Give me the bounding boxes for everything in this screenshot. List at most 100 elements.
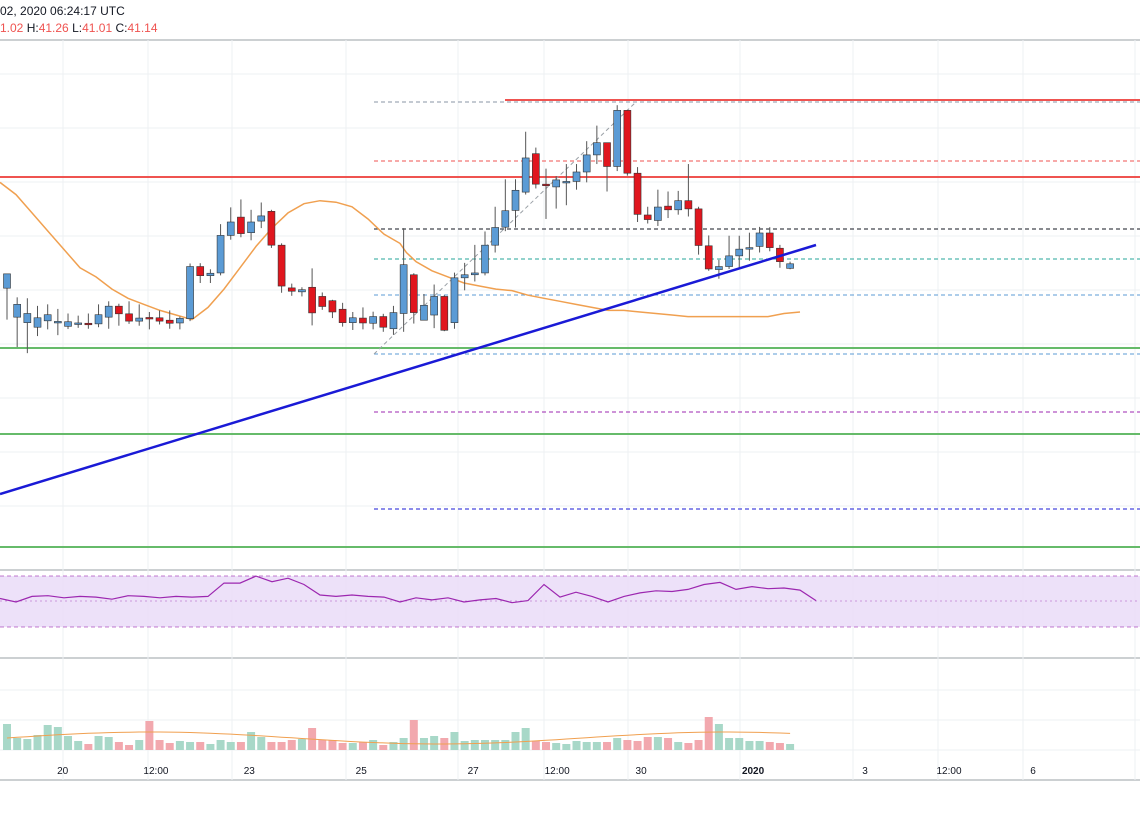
candle-body <box>735 248 744 257</box>
candle-body <box>247 221 255 233</box>
candle <box>755 226 764 253</box>
candle-body <box>745 247 754 250</box>
volume-bar <box>786 744 795 750</box>
volume-bar <box>735 738 744 750</box>
volume-bar <box>287 740 296 750</box>
candle-body <box>552 179 560 188</box>
candle <box>409 273 418 324</box>
volume-bar <box>552 743 561 750</box>
candle <box>613 105 622 172</box>
volume-ma <box>6 731 791 745</box>
volume-bar <box>338 743 347 750</box>
candle-body <box>33 317 42 328</box>
volume-bar <box>684 743 693 750</box>
candle-body <box>471 272 479 276</box>
candle-body <box>481 244 489 274</box>
candle <box>684 164 693 217</box>
candle-body <box>165 319 174 324</box>
candle <box>399 228 408 332</box>
volume-bar <box>125 745 134 750</box>
candle <box>521 131 530 195</box>
candle-body <box>633 172 642 215</box>
candle-body <box>43 314 52 322</box>
candle-body <box>84 322 93 326</box>
candle <box>786 261 794 270</box>
candle <box>277 243 286 293</box>
candle <box>186 263 194 322</box>
candle <box>389 305 398 335</box>
candle <box>226 207 235 240</box>
candle <box>725 235 733 269</box>
volume-bar <box>450 732 459 750</box>
candle <box>572 164 581 190</box>
candle <box>328 299 337 319</box>
volume-bar <box>226 742 235 750</box>
candle-body <box>674 200 683 211</box>
candles[interactable] <box>3 105 794 354</box>
candle <box>125 301 133 324</box>
volume-bar <box>542 742 551 750</box>
volume-bar <box>521 728 530 750</box>
volume-bar <box>501 740 510 750</box>
volume-panel <box>3 717 795 750</box>
rsi-line <box>0 575 817 604</box>
candle-body <box>125 313 133 322</box>
candle-body <box>765 232 774 248</box>
candle-body <box>298 289 306 293</box>
candle <box>359 307 367 330</box>
candle-body <box>257 215 266 222</box>
volume-bar <box>725 738 734 750</box>
candle-body <box>715 266 723 270</box>
volume-bar <box>623 740 632 750</box>
rsi-panel <box>0 575 1140 628</box>
candle-body <box>186 266 194 319</box>
volume-bar <box>33 735 42 750</box>
candle-body <box>145 317 154 320</box>
candle-body <box>786 263 794 269</box>
volume-bar <box>247 732 256 750</box>
volume-bar <box>165 743 174 750</box>
close-value: 41.14 <box>127 21 158 35</box>
candle <box>603 142 611 192</box>
candle-body <box>389 312 398 330</box>
candle-body <box>593 142 601 156</box>
volume-bar <box>196 742 205 750</box>
volume-bar <box>3 724 11 750</box>
ascending-trendline <box>0 243 817 496</box>
volume-bar <box>358 742 367 750</box>
volume-bar <box>53 727 62 750</box>
candle-body <box>94 314 103 325</box>
fib-diagonal <box>373 101 637 355</box>
candle-body <box>460 274 469 279</box>
candle <box>165 310 174 329</box>
candle-body <box>206 272 215 276</box>
volume-bar <box>511 732 520 750</box>
candle-body <box>562 181 571 184</box>
candle-body <box>664 205 672 211</box>
candle <box>176 316 184 330</box>
candle-body <box>216 235 225 274</box>
candle-body <box>572 171 581 182</box>
candle-body <box>359 317 367 324</box>
candle <box>765 227 774 252</box>
volume-bar <box>84 744 93 750</box>
candle-body <box>430 296 438 316</box>
trendline <box>0 243 817 496</box>
candle-body <box>582 154 591 173</box>
candle <box>33 305 42 337</box>
candle-body <box>399 264 408 314</box>
candle <box>471 244 479 282</box>
candle-body <box>155 317 164 322</box>
candle-body <box>725 255 733 267</box>
volume-bar <box>186 742 195 750</box>
volume-bar <box>674 742 683 750</box>
candle-body <box>542 183 550 187</box>
candle <box>308 268 316 326</box>
volume-bar <box>23 739 32 750</box>
candle-body <box>420 304 428 321</box>
volume-bar <box>389 742 398 750</box>
time-tick-label: 23 <box>244 766 256 777</box>
volume-bar <box>297 739 306 750</box>
